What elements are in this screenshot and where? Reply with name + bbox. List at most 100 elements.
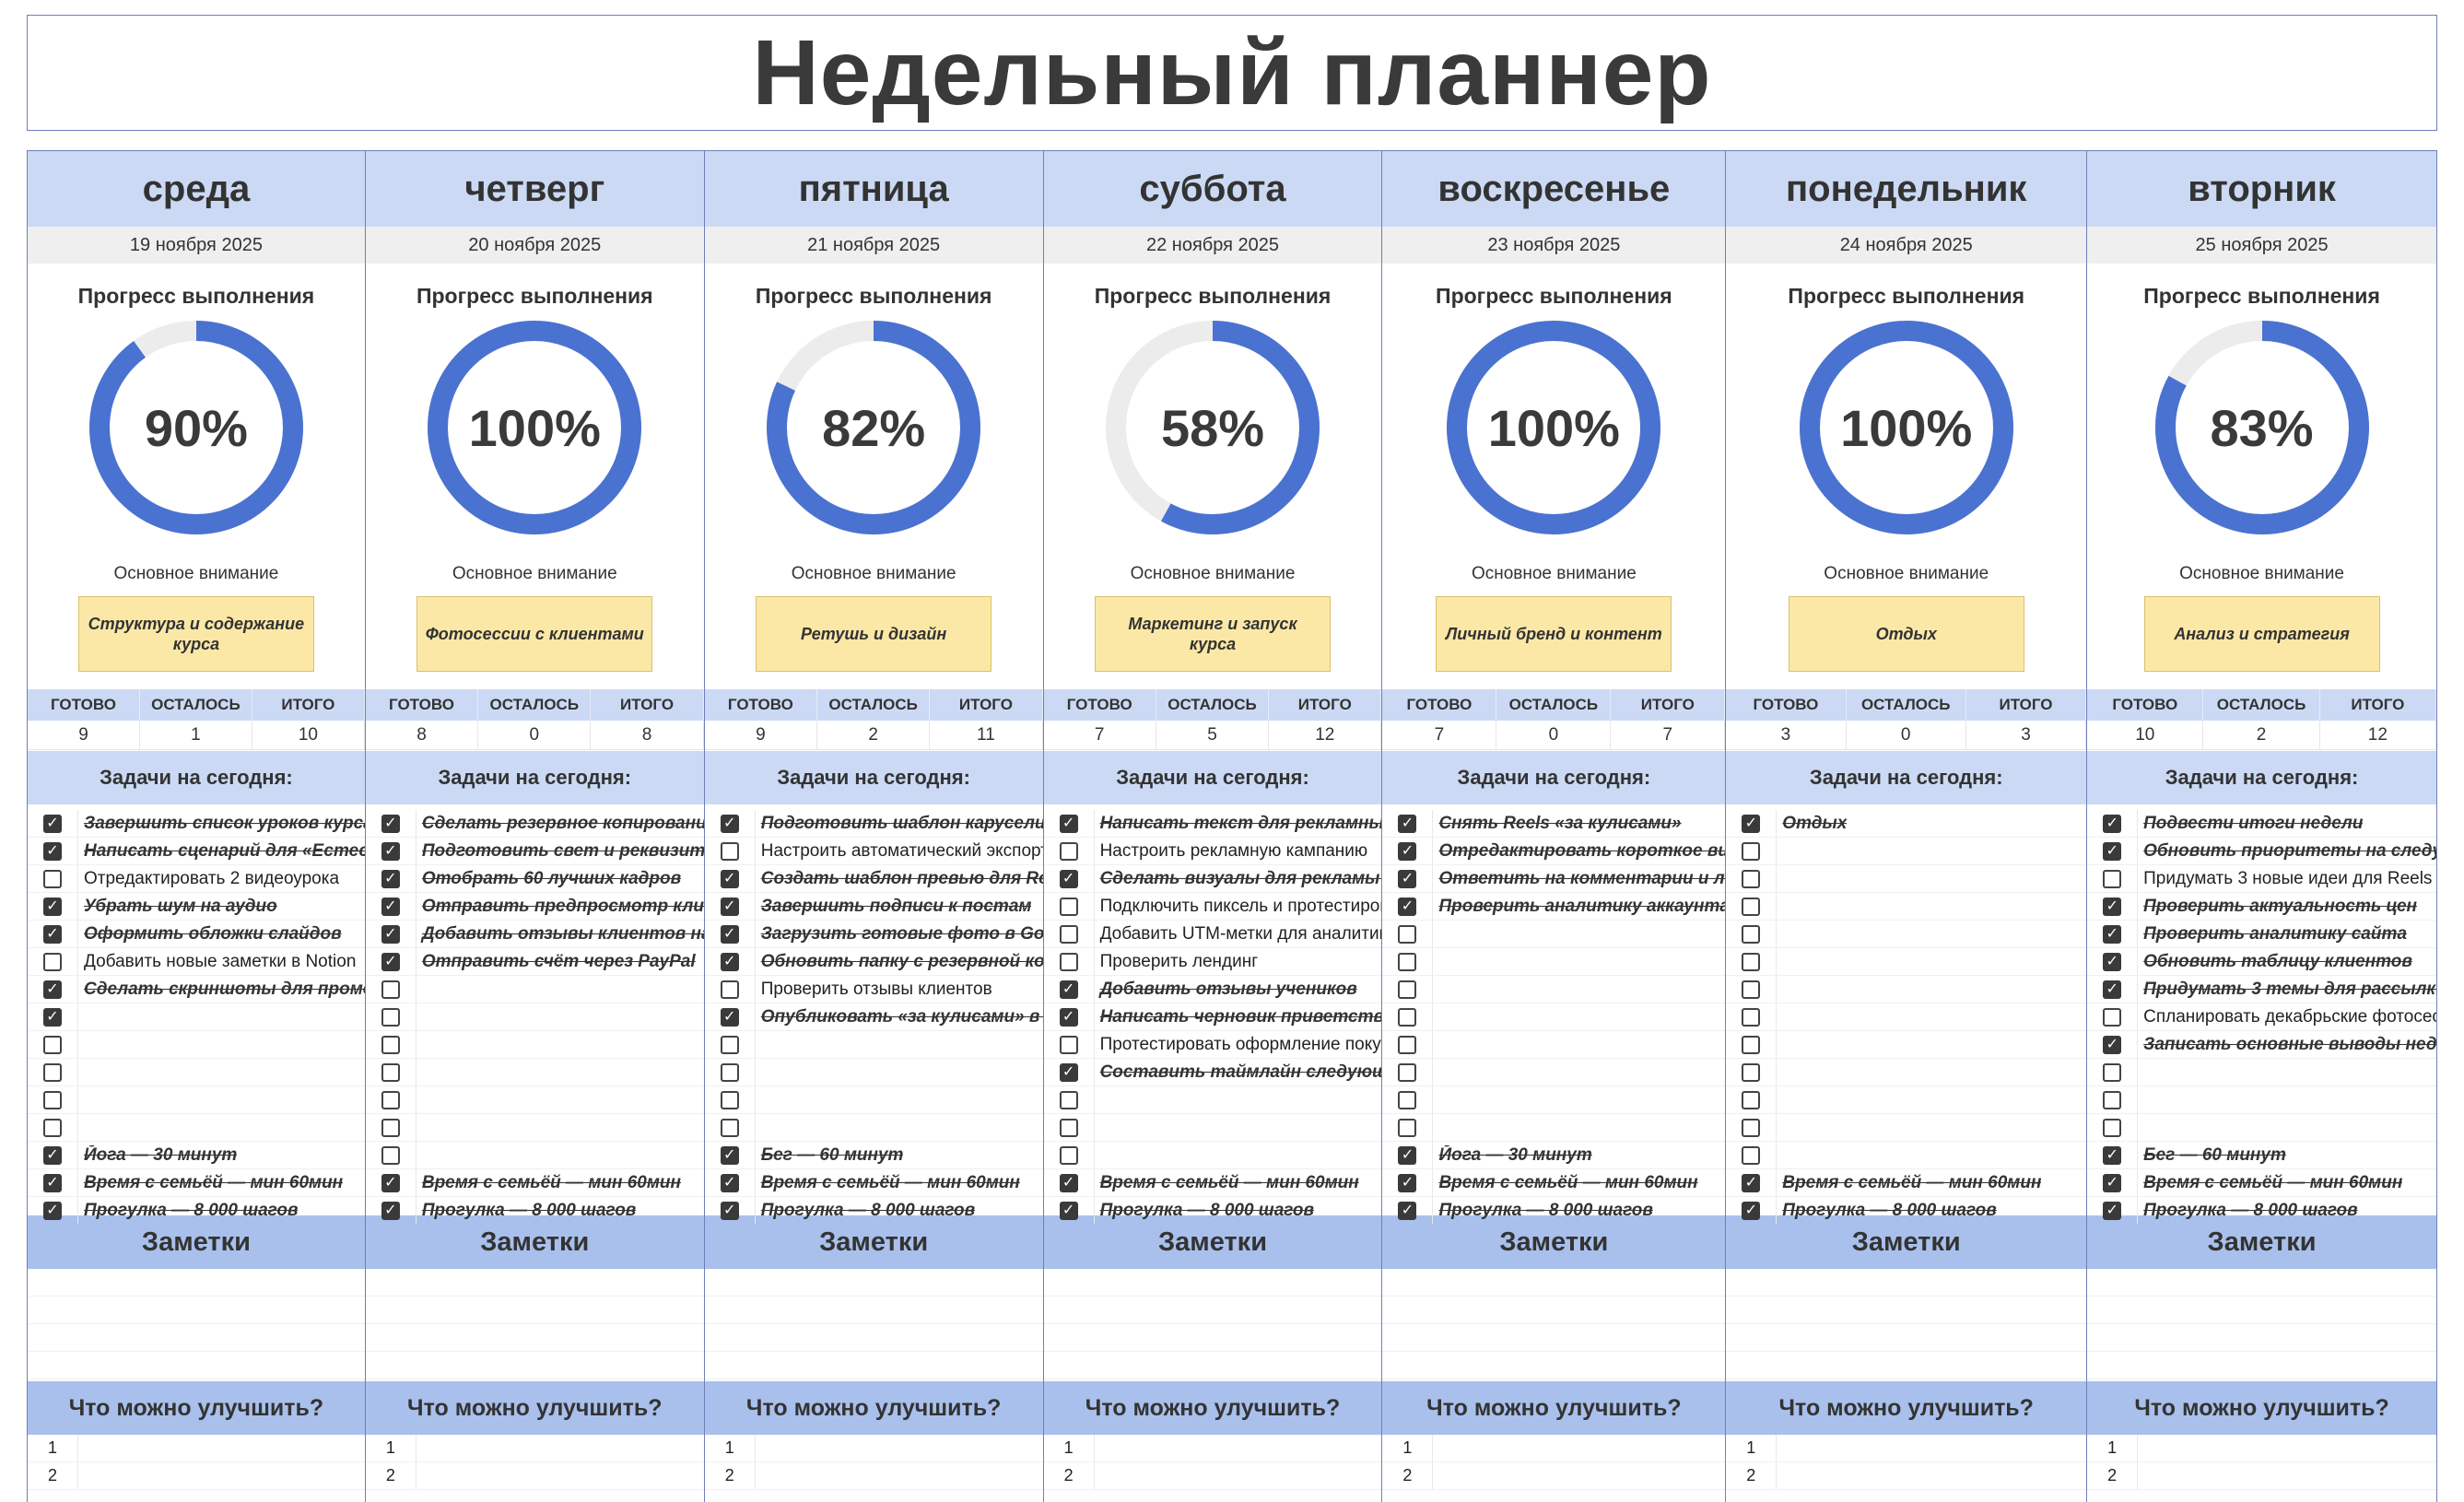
unchecked-checkbox[interactable] bbox=[1742, 841, 1761, 861]
task-text[interactable]: Бег — 60 минут bbox=[760, 1144, 904, 1165]
improve-row[interactable]: 2 bbox=[1382, 1462, 1726, 1490]
checked-checkbox[interactable] bbox=[43, 897, 62, 916]
task-text[interactable]: Проверить лендинг bbox=[1099, 951, 1259, 971]
improve-row[interactable]: 1 bbox=[2087, 1435, 2436, 1462]
task-text[interactable]: Бег — 60 минут bbox=[2143, 1144, 2286, 1165]
task-text[interactable]: Отредактировать 2 видеоурока bbox=[84, 868, 340, 888]
task-text[interactable]: Снять Reels «за кулисами» bbox=[1438, 813, 1682, 833]
checked-checkbox[interactable] bbox=[43, 1145, 62, 1165]
task-text[interactable]: Добавить UTM-метки для аналитики bbox=[1099, 923, 1382, 944]
unchecked-checkbox[interactable] bbox=[720, 1035, 739, 1054]
improve-row[interactable]: 1 bbox=[704, 1435, 1043, 1462]
checked-checkbox[interactable] bbox=[2103, 1201, 2122, 1220]
checked-checkbox[interactable] bbox=[381, 841, 400, 861]
unchecked-checkbox[interactable] bbox=[381, 1007, 400, 1027]
task-text[interactable]: Записать основные выводы недели bbox=[2143, 1034, 2436, 1054]
task-text[interactable]: Добавить новые заметки в Notion bbox=[84, 951, 357, 971]
task-text[interactable]: Завершить подписи к постам bbox=[760, 896, 1032, 916]
unchecked-checkbox[interactable] bbox=[1742, 897, 1761, 916]
unchecked-checkbox[interactable] bbox=[1398, 1090, 1417, 1109]
checked-checkbox[interactable] bbox=[1059, 980, 1078, 999]
task-text[interactable]: Оформить обложки слайдов bbox=[84, 923, 342, 944]
task-text[interactable]: Загрузить готовые фото в Google Drive bbox=[760, 923, 1043, 944]
unchecked-checkbox[interactable] bbox=[1742, 1007, 1761, 1027]
unchecked-checkbox[interactable] bbox=[2103, 1090, 2122, 1109]
unchecked-checkbox[interactable] bbox=[1398, 1035, 1417, 1054]
checked-checkbox[interactable] bbox=[1059, 1173, 1078, 1192]
task-text[interactable]: Отправить предпросмотр клиенту bbox=[421, 896, 704, 916]
checked-checkbox[interactable] bbox=[2103, 814, 2122, 833]
unchecked-checkbox[interactable] bbox=[1059, 841, 1078, 861]
unchecked-checkbox[interactable] bbox=[720, 1118, 739, 1137]
checked-checkbox[interactable] bbox=[1742, 1173, 1761, 1192]
checked-checkbox[interactable] bbox=[720, 1173, 739, 1192]
task-text[interactable]: Время с семьёй — мин 60мин bbox=[84, 1172, 344, 1192]
checked-checkbox[interactable] bbox=[2103, 952, 2122, 971]
unchecked-checkbox[interactable] bbox=[43, 1062, 62, 1082]
checked-checkbox[interactable] bbox=[1059, 1201, 1078, 1220]
improve-row[interactable]: 2 bbox=[1726, 1462, 2087, 1490]
checked-checkbox[interactable] bbox=[1742, 814, 1761, 833]
notes-area[interactable] bbox=[1726, 1269, 2087, 1381]
notes-area[interactable] bbox=[2087, 1269, 2436, 1381]
unchecked-checkbox[interactable] bbox=[1398, 952, 1417, 971]
task-text[interactable]: Подвести итоги недели bbox=[2143, 813, 2364, 833]
task-text[interactable]: Прогулка — 8 000 шагов bbox=[760, 1200, 976, 1220]
unchecked-checkbox[interactable] bbox=[1398, 1062, 1417, 1082]
unchecked-checkbox[interactable] bbox=[2103, 1118, 2122, 1137]
notes-area[interactable] bbox=[1382, 1269, 1726, 1381]
checked-checkbox[interactable] bbox=[43, 1007, 62, 1027]
improve-row[interactable]: 2 bbox=[2087, 1462, 2436, 1490]
task-text[interactable]: Подготовить свет и реквизит bbox=[421, 840, 704, 861]
unchecked-checkbox[interactable] bbox=[381, 1035, 400, 1054]
improve-row[interactable]: 1 bbox=[28, 1435, 365, 1462]
checked-checkbox[interactable] bbox=[381, 952, 400, 971]
checked-checkbox[interactable] bbox=[43, 980, 62, 999]
unchecked-checkbox[interactable] bbox=[2103, 1007, 2122, 1027]
checked-checkbox[interactable] bbox=[720, 924, 739, 944]
notes-area[interactable] bbox=[704, 1269, 1043, 1381]
task-text[interactable]: Прогулка — 8 000 шагов bbox=[1782, 1200, 1997, 1220]
task-text[interactable]: Завершить список уроков курса bbox=[84, 813, 365, 833]
task-text[interactable]: Настроить рекламную кампанию bbox=[1099, 840, 1368, 861]
task-text[interactable]: Проверить актуальность цен bbox=[2143, 896, 2418, 916]
unchecked-checkbox[interactable] bbox=[2103, 869, 2122, 888]
task-text[interactable]: Отдых bbox=[1782, 813, 1848, 833]
task-text[interactable]: Время с семьёй — мин 60мин bbox=[421, 1172, 682, 1192]
improve-row[interactable]: 1 bbox=[365, 1435, 704, 1462]
checked-checkbox[interactable] bbox=[43, 1201, 62, 1220]
focus-box[interactable]: Личный бренд и контент bbox=[1436, 596, 1672, 672]
unchecked-checkbox[interactable] bbox=[1398, 1007, 1417, 1027]
unchecked-checkbox[interactable] bbox=[381, 1090, 400, 1109]
checked-checkbox[interactable] bbox=[1059, 869, 1078, 888]
improve-row[interactable]: 1 bbox=[1726, 1435, 2087, 1462]
improve-row[interactable]: 2 bbox=[28, 1462, 365, 1490]
checked-checkbox[interactable] bbox=[1398, 1173, 1417, 1192]
unchecked-checkbox[interactable] bbox=[43, 1118, 62, 1137]
task-text[interactable]: Йога — 30 минут bbox=[1438, 1144, 1592, 1165]
task-text[interactable]: Отправить счёт через PayPal bbox=[421, 951, 696, 971]
unchecked-checkbox[interactable] bbox=[1398, 924, 1417, 944]
task-text[interactable]: Сделать скриншоты для промо bbox=[84, 979, 365, 999]
unchecked-checkbox[interactable] bbox=[43, 952, 62, 971]
checked-checkbox[interactable] bbox=[2103, 1145, 2122, 1165]
task-text[interactable]: Добавить отзывы учеников bbox=[1099, 979, 1357, 999]
task-text[interactable]: Составить таймлайн следующей недели bbox=[1099, 1062, 1382, 1082]
unchecked-checkbox[interactable] bbox=[1059, 1145, 1078, 1165]
task-text[interactable]: Прогулка — 8 000 шагов bbox=[1438, 1200, 1653, 1220]
task-text[interactable]: Прогулка — 8 000 шагов bbox=[421, 1200, 637, 1220]
checked-checkbox[interactable] bbox=[1398, 869, 1417, 888]
improve-row[interactable]: 2 bbox=[704, 1462, 1043, 1490]
checked-checkbox[interactable] bbox=[720, 1007, 739, 1027]
checked-checkbox[interactable] bbox=[1398, 814, 1417, 833]
unchecked-checkbox[interactable] bbox=[1742, 1062, 1761, 1082]
checked-checkbox[interactable] bbox=[381, 1173, 400, 1192]
focus-box[interactable]: Анализ и стратегия bbox=[2143, 596, 2380, 672]
task-text[interactable]: Обновить приоритеты на следующую неделю bbox=[2143, 840, 2436, 861]
task-text[interactable]: Время с семьёй — мин 60мин bbox=[2143, 1172, 2403, 1192]
task-text[interactable]: Добавить отзывы клиентов на сайт bbox=[421, 923, 704, 944]
task-text[interactable]: Время с семьёй — мин 60мин bbox=[1438, 1172, 1698, 1192]
task-text[interactable]: Написать сценарий для «Естественный свет… bbox=[84, 840, 365, 861]
task-text[interactable]: Прогулка — 8 000 шагов bbox=[84, 1200, 299, 1220]
task-text[interactable]: Создать шаблон превью для Reels bbox=[760, 868, 1043, 888]
